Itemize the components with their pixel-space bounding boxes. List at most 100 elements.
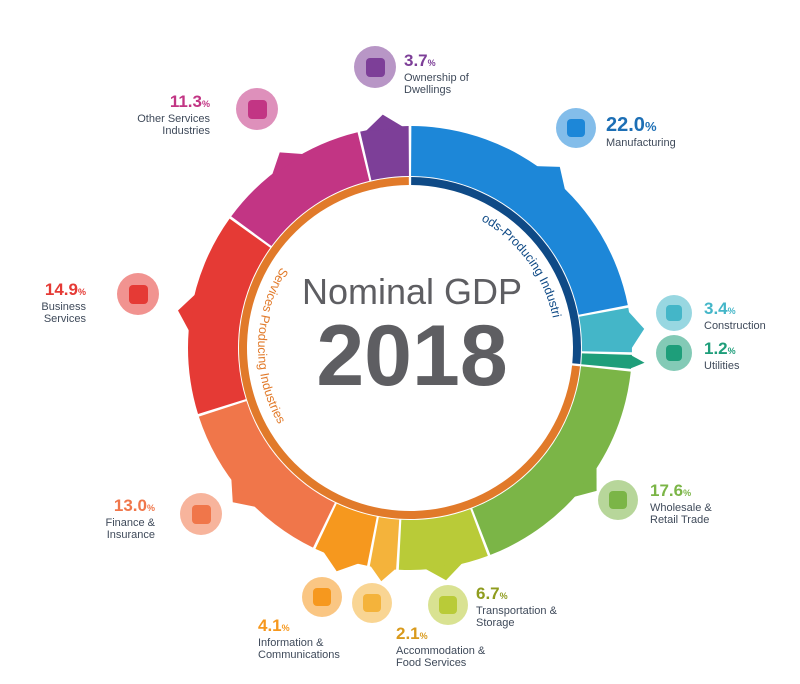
umbrella-glyph <box>191 504 211 524</box>
services-producing-label: Services Producing Industries <box>255 265 291 426</box>
segment-label-line: Other Services <box>137 113 210 125</box>
percent-value: 4.1% <box>258 617 340 637</box>
segment-wholesale-retail-trade <box>472 366 631 555</box>
callout-ownership-of-dwellings: 3.7% Ownership of Dwellings <box>404 52 469 96</box>
percent-value: 6.7% <box>476 585 557 605</box>
percent-number: 2.1 <box>396 624 420 643</box>
segment-label-line: Ownership of <box>404 72 469 84</box>
businessperson-glyph <box>128 284 148 304</box>
segment-construction <box>579 307 632 353</box>
percent-number: 3.4 <box>704 299 728 318</box>
segment-information-communications <box>315 503 377 566</box>
percent-unit: % <box>727 346 736 356</box>
segment-utilities <box>581 353 632 369</box>
building-glyph <box>365 57 385 77</box>
percent-value: 22.0% <box>606 115 676 137</box>
percent-unit: % <box>499 591 508 601</box>
segment-pointer <box>627 310 645 350</box>
truck-glyph <box>439 596 457 614</box>
percent-value: 13.0% <box>60 497 155 517</box>
segment-manufacturing <box>411 126 628 315</box>
segment-label-line: Transportation & <box>476 605 557 617</box>
percent-number: 3.7 <box>404 51 428 70</box>
percent-number: 14.9 <box>44 280 78 299</box>
box-glyph <box>609 491 627 509</box>
segment-label-line: Information & <box>258 637 324 649</box>
callout-manufacturing: 22.0% Manufacturing <box>606 115 676 149</box>
percent-value: 3.4% <box>704 300 766 320</box>
segment-label-line: Wholesale & <box>650 502 712 514</box>
segment-label-line: Manufacturing <box>606 137 676 149</box>
segment-pointer <box>370 565 396 582</box>
donut-segments <box>178 114 645 582</box>
segment-other-services-industries <box>231 132 370 247</box>
percent-value: 1.2% <box>704 340 739 360</box>
segment-label-line: Construction <box>704 320 766 332</box>
chart-title: Nominal GDP <box>302 271 522 312</box>
segment-pointer <box>231 478 257 508</box>
segment-pointer <box>424 562 463 581</box>
segment-label-line: Utilities <box>704 360 740 372</box>
segment-label-line: Industries <box>162 125 210 137</box>
percent-unit: % <box>77 287 86 297</box>
callout-utilities: 1.2% Utilities <box>704 340 739 372</box>
segment-label-line: Retail Trade <box>650 514 710 526</box>
segment-pointer <box>178 293 196 332</box>
segment-pointer <box>365 114 404 132</box>
segment-accommodation-food-services <box>369 517 400 570</box>
percent-number: 17.6 <box>650 481 684 500</box>
segment-label-line: Finance & <box>105 517 155 529</box>
percent-number: 6.7 <box>476 584 500 603</box>
segment-label-line: Storage <box>476 617 515 629</box>
percent-unit: % <box>644 119 657 134</box>
segment-pointer <box>323 551 360 572</box>
segment-label-line: Insurance <box>106 529 155 541</box>
percent-value: 11.3% <box>60 93 210 113</box>
segment-label-line: Business <box>41 301 86 313</box>
percent-value: 2.1% <box>396 625 485 645</box>
percent-unit: % <box>727 306 736 316</box>
callout-information-communications: 4.1% Information & Communications <box>258 617 340 661</box>
segment-finance-insurance <box>198 401 335 548</box>
callout-business-services: 14.9% Business Services <box>0 281 86 325</box>
percent-unit: % <box>419 631 428 641</box>
percent-unit: % <box>281 623 290 633</box>
segment-label-line: Accommodation & <box>396 645 486 657</box>
callout-other-services-industries: 11.3% Other Services Industries <box>60 93 210 137</box>
store-glyph <box>363 594 381 612</box>
segment-business-services <box>187 218 271 414</box>
percent-unit: % <box>683 488 692 498</box>
callout-transportation-storage: 6.7% Transportation & Storage <box>476 585 557 629</box>
lightbulb-glyph <box>666 345 682 361</box>
callout-construction: 3.4% Construction <box>704 300 766 332</box>
segment-pointer <box>271 152 305 176</box>
segment-label-line: Food Services <box>396 657 467 669</box>
callout-wholesale-retail-trade: 17.6% Wholesale & Retail Trade <box>650 482 712 526</box>
smartphone-glyph <box>313 588 331 606</box>
percent-unit: % <box>427 58 436 68</box>
percent-number: 1.2 <box>704 339 728 358</box>
percent-unit: % <box>146 503 155 513</box>
percent-number: 22.0 <box>606 114 645 136</box>
callout-finance-insurance: 13.0% Finance & Insurance <box>60 497 155 541</box>
segment-transportation-storage <box>398 509 488 570</box>
crane-glyph <box>666 305 682 321</box>
sun-glyph <box>247 99 267 119</box>
percent-number: 13.0 <box>113 496 147 515</box>
segment-label-line: Communications <box>258 649 340 661</box>
segment-pointer <box>630 355 645 369</box>
percent-value: 17.6% <box>650 482 712 502</box>
segment-pointer <box>573 466 597 498</box>
callout-accommodation-food-services: 2.1% Accommodation & Food Services <box>396 625 485 669</box>
factory-glyph <box>567 119 585 137</box>
percent-unit: % <box>201 99 210 109</box>
percent-number: 11.3 <box>169 92 202 111</box>
segment-label-line: Dwellings <box>404 84 452 96</box>
segment-pointer <box>535 166 566 191</box>
percent-value: 3.7% <box>404 52 469 72</box>
segment-label-line: Services <box>43 313 86 325</box>
percent-number: 4.1 <box>258 616 282 635</box>
segment-ownership-of-dwellings <box>360 126 409 181</box>
chart-year: 2018 <box>316 308 507 404</box>
